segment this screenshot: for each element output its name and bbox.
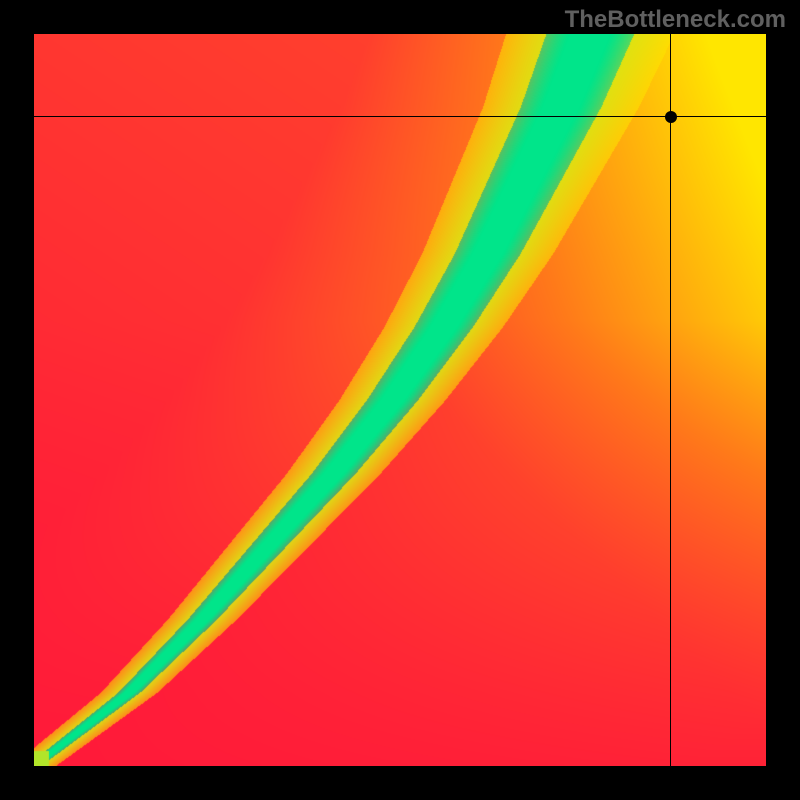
- crosshair-vertical: [670, 34, 671, 766]
- heatmap-canvas: [34, 34, 766, 766]
- crosshair-point: [665, 111, 677, 123]
- watermark-text: TheBottleneck.com: [565, 6, 786, 34]
- chart-container: { "canvas": { "width": 800, "height": 80…: [0, 0, 800, 800]
- crosshair-horizontal: [34, 116, 766, 117]
- heatmap-plot: [34, 34, 766, 766]
